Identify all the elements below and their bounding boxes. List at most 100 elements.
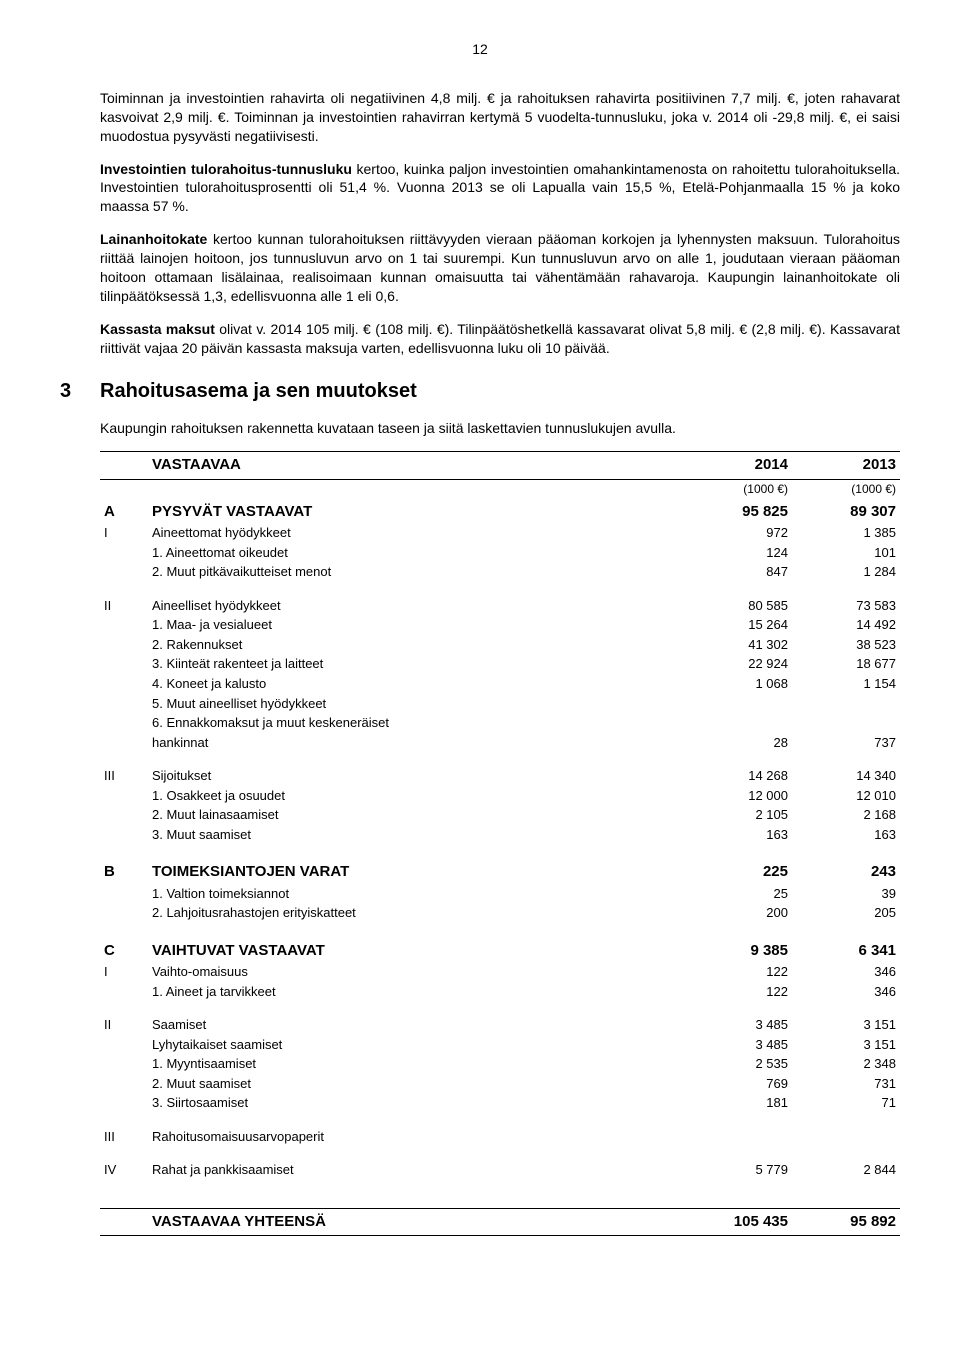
row-label: Aineettomat hyödykkeet <box>148 523 684 543</box>
row-value-2: 89 307 <box>792 498 900 523</box>
row-key <box>100 694 148 714</box>
row-label: 5. Muut aineelliset hyödykkeet <box>148 694 684 714</box>
paragraph-2: Investointien tulorahoitus-tunnusluku ke… <box>100 160 900 217</box>
header-year-1: 2014 <box>684 452 792 479</box>
row-value-1: 225 <box>684 858 792 883</box>
row-value-2: 731 <box>792 1074 900 1094</box>
row-label: 3. Siirtosaamiset <box>148 1093 684 1113</box>
row-value-2: 1 284 <box>792 562 900 582</box>
row-label: 1. Maa- ja vesialueet <box>148 615 684 635</box>
table-row <box>100 1146 900 1160</box>
row-key <box>100 543 148 563</box>
table-row: 2. Lahjoitusrahastojen erityiskatteet200… <box>100 903 900 923</box>
row-key <box>100 884 148 904</box>
row-value-1 <box>684 1127 792 1147</box>
balance-table: VASTAAVAA 2014 2013 (1000 €) (1000 €) AP… <box>100 451 900 1236</box>
row-value-1: 1 068 <box>684 674 792 694</box>
table-row: IISaamiset3 4853 151 <box>100 1015 900 1035</box>
row-label: 1. Osakkeet ja osuudet <box>148 786 684 806</box>
table-row: IVRahat ja pankkisaamiset5 7792 844 <box>100 1160 900 1180</box>
unit-1: (1000 €) <box>684 479 792 498</box>
row-label: 6. Ennakkomaksut ja muut keskeneräiset <box>148 713 684 733</box>
row-key <box>100 562 148 582</box>
row-value-1: 95 825 <box>684 498 792 523</box>
row-key: A <box>100 498 148 523</box>
row-key: III <box>100 766 148 786</box>
row-key <box>100 786 148 806</box>
paragraph-4: Kassasta maksut olivat v. 2014 105 milj.… <box>100 320 900 358</box>
row-value-2: 737 <box>792 733 900 753</box>
row-label: 1. Valtion toimeksiannot <box>148 884 684 904</box>
row-value-2: 3 151 <box>792 1015 900 1035</box>
table-row: 2. Rakennukset41 30238 523 <box>100 635 900 655</box>
table-row: 1. Valtion toimeksiannot2539 <box>100 884 900 904</box>
row-value-1: 22 924 <box>684 654 792 674</box>
row-value-1: 124 <box>684 543 792 563</box>
row-value-2: 3 151 <box>792 1035 900 1055</box>
table-row: 5. Muut aineelliset hyödykkeet <box>100 694 900 714</box>
total-label: VASTAAVAA YHTEENSÄ <box>148 1208 684 1235</box>
row-key <box>100 733 148 753</box>
row-value-2: 243 <box>792 858 900 883</box>
table-row: 2. Muut saamiset769731 <box>100 1074 900 1094</box>
row-value-1: 122 <box>684 982 792 1002</box>
total-v1: 105 435 <box>684 1208 792 1235</box>
row-label: PYSYVÄT VASTAAVAT <box>148 498 684 523</box>
row-value-1: 122 <box>684 962 792 982</box>
table-row: 2. Muut lainasaamiset2 1052 168 <box>100 805 900 825</box>
row-value-1: 9 385 <box>684 937 792 962</box>
row-value-2: 1 385 <box>792 523 900 543</box>
table-row: 3. Muut saamiset163163 <box>100 825 900 845</box>
section-title: Rahoitusasema ja sen muutokset <box>100 380 417 402</box>
row-key: III <box>100 1127 148 1147</box>
row-value-2 <box>792 713 900 733</box>
row-value-1: 2 105 <box>684 805 792 825</box>
row-label: 3. Kiinteät rakenteet ja laitteet <box>148 654 684 674</box>
row-value-2: 14 340 <box>792 766 900 786</box>
row-value-2: 18 677 <box>792 654 900 674</box>
row-label: Rahoitusomaisuusarvopaperit <box>148 1127 684 1147</box>
row-value-1: 80 585 <box>684 596 792 616</box>
row-value-2: 205 <box>792 903 900 923</box>
table-row: 6. Ennakkomaksut ja muut keskeneräiset <box>100 713 900 733</box>
table-row <box>100 752 900 766</box>
row-label: 2. Muut pitkävaikutteiset menot <box>148 562 684 582</box>
row-key: II <box>100 596 148 616</box>
row-label: Aineelliset hyödykkeet <box>148 596 684 616</box>
row-value-1: 181 <box>684 1093 792 1113</box>
table-row: 3. Siirtosaamiset18171 <box>100 1093 900 1113</box>
row-value-2 <box>792 694 900 714</box>
row-key <box>100 1074 148 1094</box>
table-row: APYSYVÄT VASTAAVAT95 82589 307 <box>100 498 900 523</box>
row-value-2: 2 168 <box>792 805 900 825</box>
table-unit-row: (1000 €) (1000 €) <box>100 479 900 498</box>
p4-text-b: olivat v. 2014 105 milj. € (108 milj. €)… <box>100 321 900 356</box>
row-value-1: 847 <box>684 562 792 582</box>
table-total-row: VASTAAVAA YHTEENSÄ 105 435 95 892 <box>100 1208 900 1235</box>
row-value-2: 6 341 <box>792 937 900 962</box>
row-value-2: 14 492 <box>792 615 900 635</box>
header-year-2: 2013 <box>792 452 900 479</box>
row-value-2: 39 <box>792 884 900 904</box>
row-value-1: 14 268 <box>684 766 792 786</box>
row-value-2 <box>792 1127 900 1147</box>
row-label: Rahat ja pankkisaamiset <box>148 1160 684 1180</box>
row-value-2: 38 523 <box>792 635 900 655</box>
table-row: BTOIMEKSIANTOJEN VARAT225243 <box>100 858 900 883</box>
paragraph-1: Toiminnan ja investointien rahavirta oli… <box>100 89 900 146</box>
total-v2: 95 892 <box>792 1208 900 1235</box>
row-value-1: 25 <box>684 884 792 904</box>
table-row: 4. Koneet ja kalusto1 0681 154 <box>100 674 900 694</box>
row-label: 2. Muut saamiset <box>148 1074 684 1094</box>
row-key <box>100 805 148 825</box>
row-key <box>100 635 148 655</box>
row-label: 2. Muut lainasaamiset <box>148 805 684 825</box>
row-key <box>100 1054 148 1074</box>
row-key: I <box>100 962 148 982</box>
row-label: 1. Myyntisaamiset <box>148 1054 684 1074</box>
table-row: CVAIHTUVAT VASTAAVAT9 3856 341 <box>100 937 900 962</box>
p3-text-b: kertoo kunnan tulorahoituksen riittävyyd… <box>100 231 900 304</box>
row-key <box>100 982 148 1002</box>
row-value-1: 2 535 <box>684 1054 792 1074</box>
header-label: VASTAAVAA <box>148 452 684 479</box>
